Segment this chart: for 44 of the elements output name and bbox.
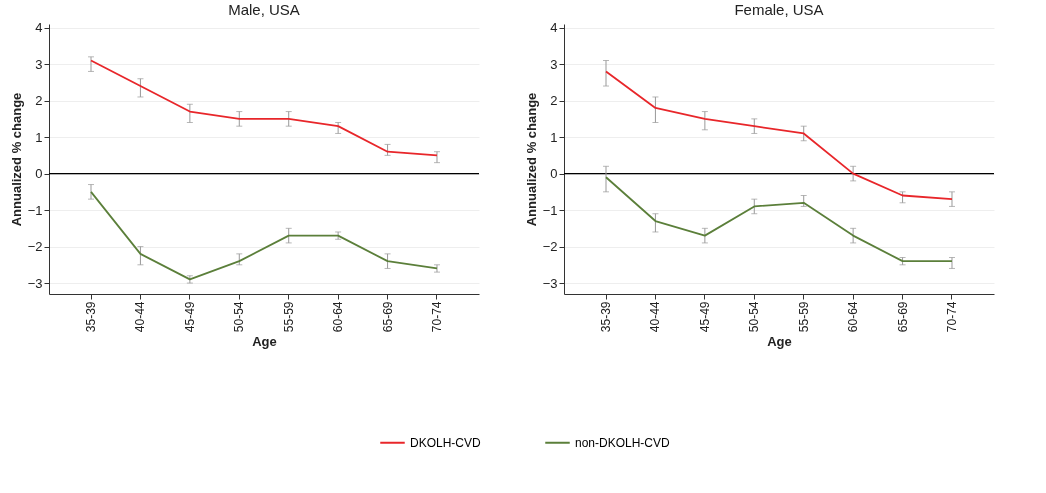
y-tick-label: 2 [35, 93, 43, 109]
line-series [90, 59, 438, 157]
line-series [605, 176, 953, 263]
line-series [90, 190, 438, 281]
x-tick-label: 40-44 [133, 301, 148, 333]
y-tick-label: 3 [35, 56, 43, 72]
y-tick-label: 0 [550, 166, 558, 182]
y-tick-label: −1 [542, 202, 558, 218]
x-tick-label: 45-49 [182, 301, 197, 333]
y-tick-label: 4 [550, 20, 558, 36]
x-tick-label: 45-49 [697, 301, 712, 333]
x-tick-label: 40-44 [648, 301, 663, 333]
y-axis-title: Annualized % change [523, 92, 539, 227]
y-tick-label: −2 [27, 239, 43, 255]
x-tick-label: 55-59 [281, 301, 296, 333]
x-tick-label: 60-64 [331, 301, 346, 333]
y-tick-label: −2 [542, 239, 558, 255]
x-axis-title: Age [767, 334, 792, 350]
y-tick-label: 4 [35, 20, 43, 36]
y-tick-label: −1 [27, 202, 43, 218]
x-axis-title: Age [252, 334, 277, 350]
x-tick-label: 55-59 [796, 301, 811, 333]
y-axis-title: Annualized % change [8, 92, 24, 227]
x-tick-label: 35-39 [599, 301, 614, 333]
x-tick-label: 50-54 [747, 301, 762, 333]
y-tick-label: 3 [550, 56, 558, 72]
x-tick-label: 60-64 [846, 301, 861, 333]
y-tick-label: −3 [27, 275, 43, 291]
y-tick-label: 0 [35, 166, 43, 182]
y-tick-label: −3 [542, 275, 558, 291]
x-tick-label: 35-39 [84, 301, 99, 333]
x-tick-label: 50-54 [232, 301, 247, 333]
legend-label: non-DKOLH-CVD [575, 435, 671, 450]
x-tick-label: 70-74 [429, 301, 444, 333]
y-tick-label: 1 [550, 129, 558, 145]
y-tick-label: 1 [35, 129, 43, 145]
x-tick-label: 65-69 [895, 301, 910, 333]
x-tick-label: 65-69 [380, 301, 395, 333]
line-series [605, 70, 953, 201]
legend-label: DKOLH-CVD [410, 435, 482, 450]
y-tick-label: 2 [550, 93, 558, 109]
x-tick-label: 70-74 [944, 301, 959, 333]
chart-title: Female, USA [734, 0, 824, 18]
chart-title: Male, USA [228, 0, 300, 18]
